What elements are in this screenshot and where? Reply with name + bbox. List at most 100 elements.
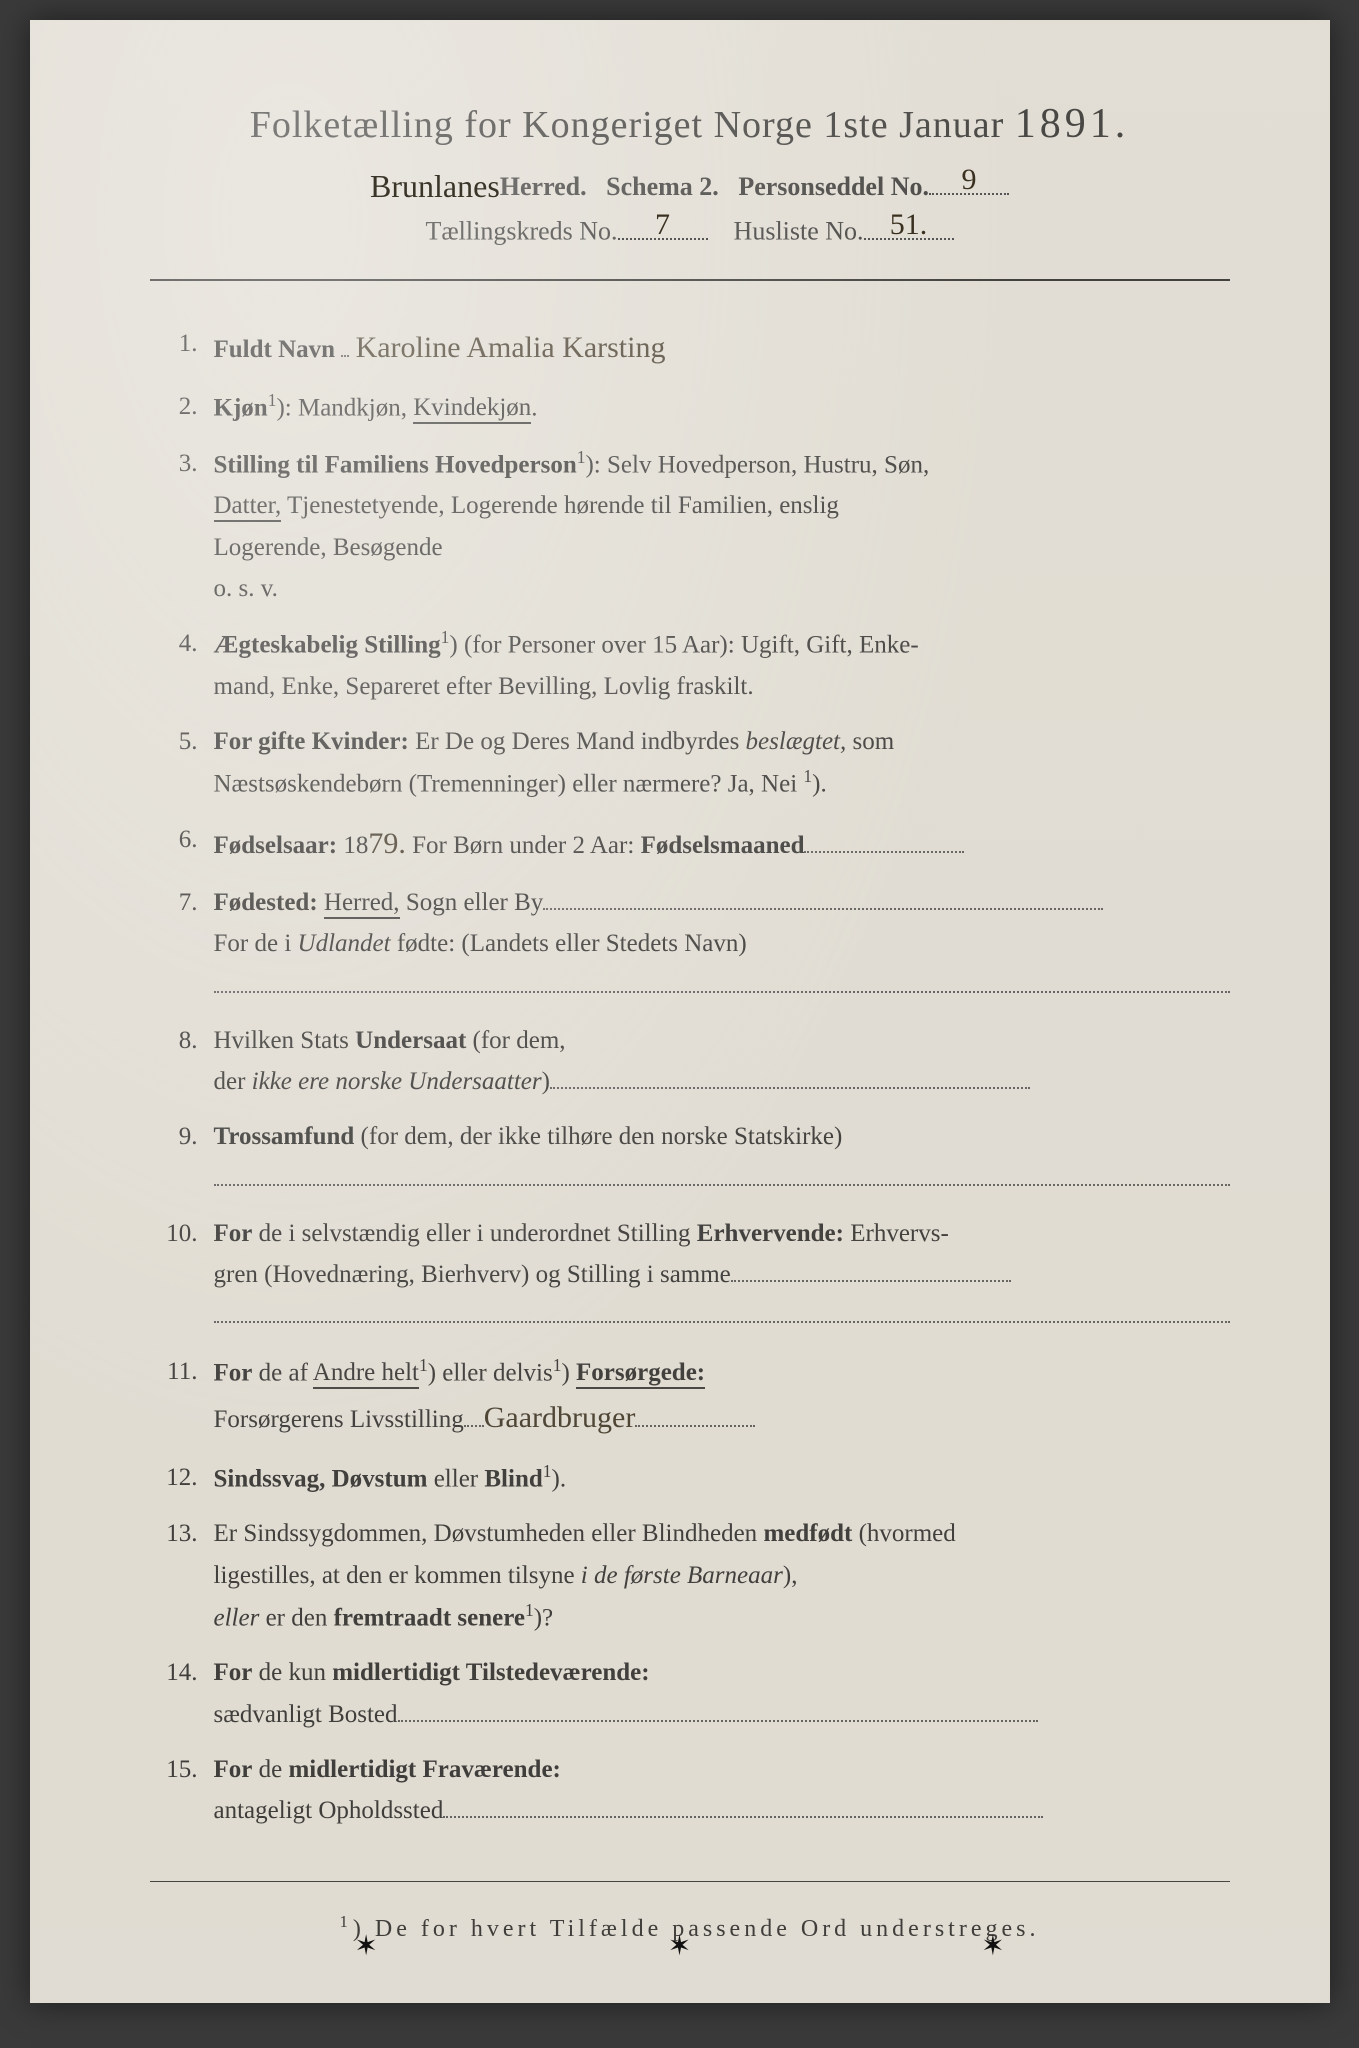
italic-text: ikke ere norske Undersaatter	[252, 1068, 542, 1095]
dotted-line	[443, 1791, 1043, 1819]
text: )	[542, 1068, 550, 1095]
item-4: 4. Ægteskabelig Stilling1) (for Personer…	[150, 623, 1230, 707]
item-5: 5. For gifte Kvinder: Er De og Deres Man…	[150, 721, 1230, 805]
bold-text: For	[214, 1220, 253, 1247]
italic-text: Udlandet	[298, 930, 391, 957]
kreds-label: Tællingskreds No.	[425, 217, 617, 246]
dotted-line	[550, 1062, 1030, 1090]
item-num: 9.	[150, 1116, 214, 1199]
field-label: Fødselsmaaned	[641, 832, 805, 859]
item-6: 6. Fødselsaar: 1879. For Børn under 2 Aa…	[150, 819, 1230, 869]
bold-text: Undersaat	[355, 1027, 466, 1054]
birth-year-value: 79.	[368, 827, 406, 860]
item-num: 7.	[150, 882, 214, 1006]
mark-icon: ✶	[981, 1929, 1004, 1963]
item-7: 7. Fødested: Herred, Sogn eller By For d…	[150, 882, 1230, 1006]
text: antageligt Opholdssted	[214, 1797, 444, 1824]
underlined-choice: Kvindekjøn	[413, 394, 531, 424]
husliste-no-field: 51.	[864, 211, 954, 240]
text: Forsørgerens Livsstilling	[214, 1406, 464, 1433]
item-num: 3.	[150, 443, 214, 609]
dotted-line	[635, 1400, 755, 1428]
bold-text: For	[214, 1359, 253, 1386]
dotted-line	[214, 1296, 1230, 1324]
item-num: 12.	[150, 1457, 214, 1500]
bold-text: Sindssvag, Døvstum	[214, 1465, 428, 1492]
personseddel-no-field: 9	[929, 166, 1009, 195]
italic-text: eller	[214, 1604, 260, 1631]
text: ).	[812, 770, 827, 797]
dotted-line	[804, 825, 964, 853]
bold-text: fremtraadt senere	[334, 1604, 525, 1631]
text: .	[531, 394, 537, 421]
text: Hvilken Stats	[214, 1027, 356, 1054]
title-text: Folketælling for Kongeriget Norge 1ste J…	[250, 104, 1005, 146]
text: Logerende, Besøgende	[214, 534, 443, 561]
footnote-ref: 1	[419, 1355, 428, 1375]
text: ) eller delvis	[428, 1359, 553, 1386]
field-label: Ægteskabelig Stilling	[214, 631, 441, 658]
personseddel-label: Personseddel No.	[738, 172, 929, 201]
text: Erhvervs-	[844, 1220, 949, 1247]
text: ): Selv Hovedperson, Hustru, Søn,	[585, 451, 929, 478]
text: de kun	[252, 1659, 332, 1686]
item-12: 12. Sindssvag, Døvstum eller Blind1).	[150, 1457, 1230, 1500]
item-2: 2. Kjøn1): Mandkjøn, Kvindekjøn.	[150, 386, 1230, 429]
dotted-line	[731, 1255, 1011, 1283]
text: (for dem,	[466, 1027, 565, 1054]
text: eller	[427, 1465, 484, 1492]
text: Er Sindssygdommen, Døvstumheden eller Bl…	[214, 1520, 764, 1547]
italic-text: beslægtet,	[746, 728, 847, 755]
subhead-row-1: BrunlanesHerred. Schema 2. Personseddel …	[150, 166, 1230, 203]
text: )	[561, 1359, 576, 1386]
herred-label: Herred.	[500, 172, 587, 201]
item-body: Stilling til Familiens Hovedperson1): Se…	[214, 443, 1230, 609]
census-form-page: Folketælling for Kongeriget Norge 1ste J…	[30, 20, 1330, 2003]
underlined-text: Andre helt	[313, 1359, 419, 1389]
text: ): Mandkjøn,	[276, 394, 413, 421]
herred-name-cursive: Brunlanes	[370, 168, 500, 205]
item-body: Ægteskabelig Stilling1) (for Personer ov…	[214, 623, 1230, 707]
item-body: For de af Andre helt1) eller delvis1) Fo…	[214, 1351, 1230, 1443]
field-label: For gifte Kvinder:	[214, 728, 409, 755]
husliste-label: Husliste No.	[734, 217, 864, 246]
text: (hvormed	[852, 1520, 955, 1547]
text: er den	[259, 1604, 333, 1631]
footnote-ref: 1	[803, 766, 812, 786]
underlined-text: Forsørgede:	[576, 1359, 705, 1389]
item-body: Hvilken Stats Undersaat (for dem, der ik…	[214, 1020, 1230, 1103]
item-num: 8.	[150, 1020, 214, 1103]
husliste-no: 51.	[864, 208, 954, 242]
field-label: Kjøn	[214, 394, 268, 421]
provider-occupation-value: Gaardbruger	[484, 1401, 636, 1434]
dotted-line	[464, 1400, 484, 1428]
item-num: 1.	[150, 323, 214, 373]
text: ) (for Personer over 15 Aar): Ugift, Gif…	[449, 631, 918, 658]
text: der	[214, 1068, 252, 1095]
footnote-ref: 1	[543, 1461, 552, 1481]
dotted-line	[214, 1158, 1230, 1186]
field-label: Fuldt Navn	[214, 336, 336, 363]
kreds-no: 7	[618, 208, 708, 242]
text: Tjenestetyende, Logerende hørende til Fa…	[281, 492, 839, 519]
item-body: Trossamfund (for dem, der ikke tilhøre d…	[214, 1116, 1230, 1199]
item-body: For de kun midlertidigt Tilstedeværende:…	[214, 1652, 1230, 1735]
dotted-line	[214, 965, 1230, 993]
item-15: 15. For de midlertidigt Fraværende: anta…	[150, 1749, 1230, 1832]
underlined-choice: Herred,	[324, 889, 400, 919]
text: som	[846, 728, 894, 755]
text: Sogn eller By	[400, 889, 544, 916]
item-1: 1. Fuldt Navn Karoline Amalia Karsting	[150, 323, 1230, 373]
text: )?	[534, 1604, 553, 1631]
binding-marks: ✶ ✶ ✶	[30, 1929, 1330, 1963]
item-body: Fuldt Navn Karoline Amalia Karsting	[214, 323, 1230, 373]
text: 18	[337, 832, 368, 859]
bold-text: For	[214, 1659, 253, 1686]
full-name-value: Karoline Amalia Karsting	[356, 331, 666, 364]
item-body: Kjøn1): Mandkjøn, Kvindekjøn.	[214, 386, 1230, 429]
text: Er De og Deres Mand indbyrdes	[409, 728, 746, 755]
bold-text: midlertidigt Fraværende:	[288, 1756, 560, 1783]
item-11: 11. For de af Andre helt1) eller delvis1…	[150, 1351, 1230, 1443]
italic-text: i de første Barneaar	[581, 1562, 783, 1589]
form-items: 1. Fuldt Navn Karoline Amalia Karsting 2…	[150, 323, 1230, 1832]
